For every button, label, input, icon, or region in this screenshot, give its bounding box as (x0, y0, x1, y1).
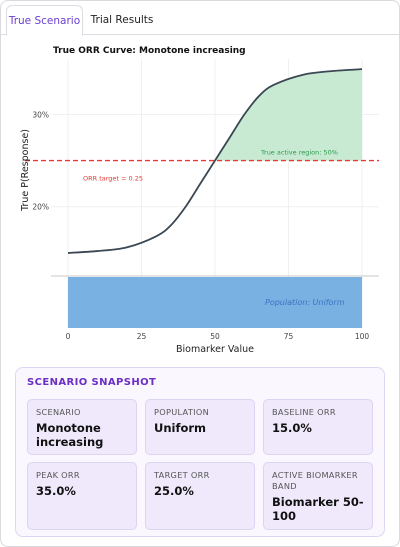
card-value: 15.0% (272, 421, 312, 435)
card-label: SCENARIO (36, 407, 81, 417)
orr-curve (67, 68, 363, 254)
card-label: POPULATION (154, 407, 210, 417)
tab-bar: True Scenario Trial Results (1, 1, 399, 36)
card-value: Biomarker 50-100 (272, 495, 364, 523)
x-axis-label: Biomarker Value (176, 344, 254, 355)
card-label: ACTIVE BIOMARKER BAND (272, 470, 358, 491)
card-label: PEAK ORR (36, 470, 80, 480)
card-population: POPULATION Uniform (145, 399, 255, 455)
active-region-area (215, 69, 362, 161)
scenario-snapshot-panel: SCENARIO SNAPSHOT SCENARIO Monotone incr… (15, 367, 385, 537)
tab-true-scenario[interactable]: True Scenario (6, 5, 83, 36)
tab-trial-results[interactable]: Trial Results (90, 14, 154, 26)
population-band (68, 277, 362, 328)
x-tick-label: 100 (355, 332, 370, 341)
active-region-label: True active region: 50% (260, 149, 338, 157)
target-line-label: ORR target = 0.25 (83, 175, 143, 183)
orr-chart: True ORR Curve: Monotone increasing Popul… (1, 37, 399, 362)
card-value: 25.0% (154, 484, 194, 498)
x-tick-label: 0 (66, 332, 71, 341)
card-active-biomarker-band: ACTIVE BIOMARKER BAND Biomarker 50-100 (263, 462, 373, 530)
x-tick-label: 25 (137, 332, 147, 341)
card-label: BASELINE ORR (272, 407, 336, 417)
card-baseline-orr: BASELINE ORR 15.0% (263, 399, 373, 455)
card-value: Monotone increasing (36, 421, 104, 449)
x-tick-label: 50 (210, 332, 220, 341)
y-tick-label: 20% (32, 203, 49, 212)
card-peak-orr: PEAK ORR 35.0% (27, 462, 137, 530)
y-tick-label: 30% (32, 110, 49, 119)
card-value: 35.0% (36, 484, 76, 498)
x-tick-label: 75 (284, 332, 294, 341)
chart-title: True ORR Curve: Monotone increasing (53, 46, 246, 56)
card-value: Uniform (154, 421, 207, 435)
card-scenario: SCENARIO Monotone increasing (27, 399, 137, 455)
orr-chart-svg: True ORR Curve: Monotone increasing Popul… (20, 46, 379, 355)
snapshot-title: SCENARIO SNAPSHOT (27, 377, 157, 388)
y-axis-label: True P(Response) (20, 129, 31, 212)
card-target-orr: TARGET ORR 25.0% (145, 462, 255, 530)
population-label: Population: Uniform (265, 298, 345, 307)
card-label: TARGET ORR (154, 470, 210, 480)
